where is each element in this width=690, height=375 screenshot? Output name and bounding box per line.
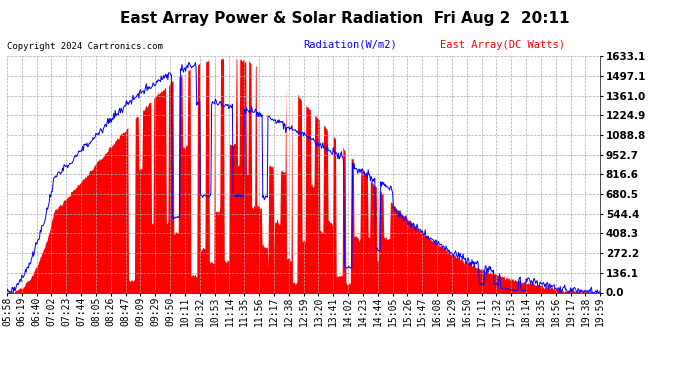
- Text: Copyright 2024 Cartronics.com: Copyright 2024 Cartronics.com: [7, 42, 163, 51]
- Text: Radiation(W/m2): Radiation(W/m2): [304, 40, 397, 50]
- Text: East Array Power & Solar Radiation  Fri Aug 2  20:11: East Array Power & Solar Radiation Fri A…: [120, 11, 570, 26]
- Text: East Array(DC Watts): East Array(DC Watts): [440, 40, 565, 50]
